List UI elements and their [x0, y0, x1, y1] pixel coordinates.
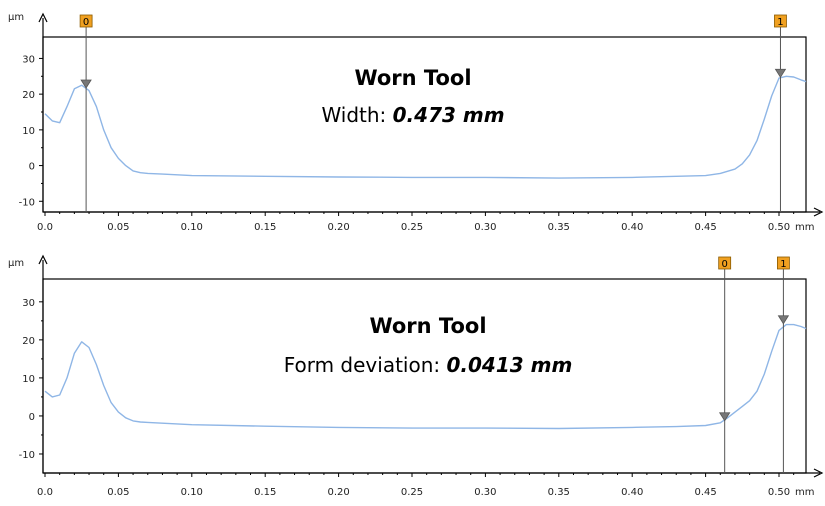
x-tick-label: 0.0 [37, 487, 53, 498]
x-tick-label: 0.50 [768, 487, 790, 498]
cursor-0-tag[interactable] [79, 14, 93, 28]
x-tick-label: 0.35 [548, 487, 570, 498]
x-tick-label: 0.40 [621, 487, 643, 498]
cursor-1-marker[interactable] [774, 68, 787, 79]
measurement-text: Width: 0.473 mm [321, 103, 504, 127]
x-unit-label: mm [795, 222, 814, 233]
x-tick-label: 0.25 [401, 222, 423, 233]
cursor-0-label: 0 [83, 17, 89, 28]
cursor-0-label: 0 [721, 259, 727, 270]
y-tick-label: 30 [22, 54, 35, 65]
x-tick-label: 0.20 [327, 222, 349, 233]
x-tick-label: 0.15 [254, 487, 276, 498]
x-axis-arrow [813, 468, 824, 478]
cursor-1-tag[interactable] [777, 256, 790, 270]
cursor-1-tag[interactable] [774, 14, 787, 28]
y-unit-label: µm [8, 258, 24, 269]
measurement-label: Form deviation: [284, 353, 447, 377]
y-axis-arrow [38, 254, 48, 265]
y-tick-label: 0 [29, 162, 35, 173]
y-axis-arrow [38, 12, 48, 23]
x-axis-arrow [813, 207, 824, 217]
y-tick-label: 10 [22, 126, 35, 137]
y-unit-label: µm [8, 12, 24, 23]
cursor-1-label: 1 [777, 17, 783, 28]
measurement-value: 0.473 mm [393, 103, 505, 127]
x-unit-label: mm [795, 487, 814, 498]
measurement-label: Width: [321, 103, 392, 127]
x-tick-label: 0.25 [401, 487, 423, 498]
cursor-0-tag[interactable] [718, 256, 732, 270]
y-tick-label: 10 [22, 374, 35, 385]
x-tick-label: 0.10 [181, 222, 203, 233]
x-tick-label: 0.05 [107, 487, 129, 498]
x-tick-label: 0.30 [474, 487, 496, 498]
x-tick-label: 0.05 [107, 222, 129, 233]
y-tick-label: 20 [22, 90, 35, 101]
x-tick-label: 0.45 [694, 487, 716, 498]
x-tick-label: 0.10 [181, 487, 203, 498]
y-tick-label: 0 [29, 412, 35, 423]
x-tick-label: 0.35 [548, 222, 570, 233]
x-tick-label: 0.50 [768, 222, 790, 233]
y-tick-label: 20 [22, 336, 35, 347]
profile-line [44, 75, 807, 179]
chart-title: Worn Tool [369, 314, 486, 338]
x-tick-label: 0.45 [694, 222, 716, 233]
y-tick-label: -10 [19, 450, 35, 461]
chart-title: Worn Tool [354, 66, 471, 90]
x-tick-label: 0.40 [621, 222, 643, 233]
cursor-1-marker[interactable] [777, 315, 790, 325]
cursor-0-marker[interactable] [718, 412, 731, 422]
measurement-text: Form deviation: 0.0413 mm [284, 353, 573, 377]
cursor-1-label: 1 [780, 259, 786, 270]
y-tick-label: -10 [19, 197, 35, 208]
measurement-value: 0.0413 mm [446, 353, 572, 377]
x-tick-label: 0.0 [37, 222, 53, 233]
cursor-0-marker[interactable] [80, 79, 92, 89]
x-tick-label: 0.30 [474, 222, 496, 233]
y-tick-label: 30 [22, 298, 35, 309]
x-tick-label: 0.15 [254, 222, 276, 233]
profile-line [44, 323, 807, 430]
x-tick-label: 0.20 [327, 487, 349, 498]
